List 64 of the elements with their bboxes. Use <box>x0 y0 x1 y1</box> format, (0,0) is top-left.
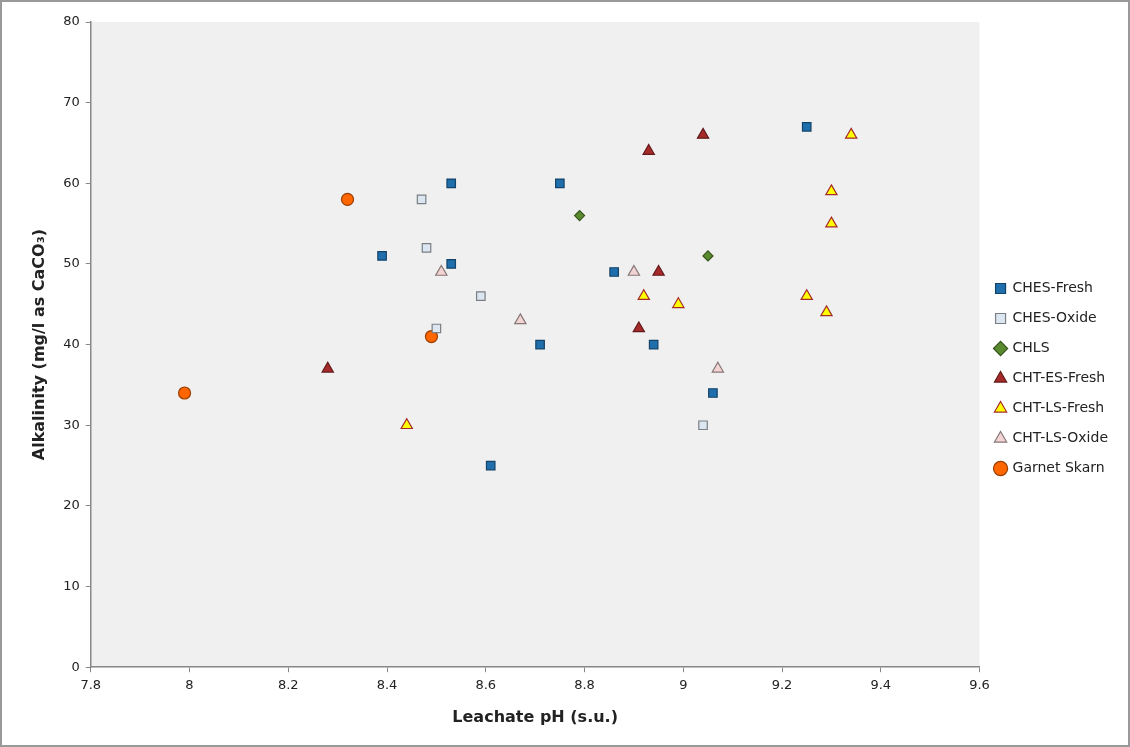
point <box>820 305 833 317</box>
y-tick-label: 0 <box>71 658 80 674</box>
point <box>652 264 665 276</box>
y-tick-label: 40 <box>63 335 80 351</box>
point <box>431 323 442 334</box>
x-tick-label: 8 <box>185 677 194 693</box>
point <box>632 321 646 333</box>
legend-label: Garnet Skarn <box>1012 459 1105 476</box>
point <box>514 313 527 325</box>
x-tick-label: 7.8 <box>80 677 102 693</box>
point <box>446 259 457 269</box>
point <box>672 297 685 309</box>
y-tick-label: 50 <box>63 255 80 271</box>
point <box>177 386 192 400</box>
point <box>535 339 545 350</box>
point <box>421 242 432 253</box>
y-tick-label: 60 <box>63 174 80 190</box>
y-tick-label: 70 <box>63 94 80 110</box>
legend-label: CHT-LS-Oxide <box>1012 429 1109 446</box>
legend-label: CHT-ES-Fresh <box>1012 369 1106 386</box>
x-tick-label: 8.8 <box>574 677 595 693</box>
point <box>435 264 448 276</box>
y-tick-label: 10 <box>63 577 80 593</box>
point <box>377 251 387 261</box>
point <box>321 361 334 373</box>
point <box>825 184 838 196</box>
point <box>340 192 355 207</box>
y-tick-label: 30 <box>63 416 80 432</box>
point <box>627 264 641 276</box>
point <box>648 339 659 350</box>
point <box>844 127 858 139</box>
point <box>609 267 619 277</box>
x-tick-label: 9 <box>679 677 688 693</box>
point <box>642 143 655 155</box>
legend-label: CHES-Oxide <box>1012 309 1097 326</box>
point <box>475 291 486 302</box>
x-tick-label: 8.4 <box>376 677 398 693</box>
point <box>555 178 565 189</box>
x-tick-label: 8.6 <box>475 677 497 693</box>
point <box>637 289 651 301</box>
point <box>485 460 496 471</box>
point <box>400 418 413 430</box>
x-tick-label: 9.4 <box>870 677 892 693</box>
x-tick-label: 9.6 <box>969 677 990 693</box>
y-tick-label: 20 <box>63 497 80 513</box>
point <box>708 388 718 398</box>
point <box>800 289 813 301</box>
y-axis-title: Alkalinity (mg/l as CaCO₃) <box>28 228 48 461</box>
point <box>696 127 710 139</box>
y-tick-label: 80 <box>63 13 80 29</box>
point <box>711 361 725 373</box>
point <box>698 420 708 431</box>
x-tick-label: 8.2 <box>277 677 299 693</box>
point <box>801 122 812 132</box>
point <box>702 250 714 262</box>
x-axis-title: Leachate pH (s.u.) <box>452 706 618 726</box>
point <box>446 178 457 189</box>
legend-label: CHT-LS-Fresh <box>1012 399 1105 416</box>
point <box>573 209 586 222</box>
x-tick-label: 9.2 <box>771 677 793 693</box>
legend-label: CHLS <box>1012 339 1050 356</box>
legend-label: CHES-Fresh <box>1012 279 1093 296</box>
point <box>424 329 439 344</box>
point <box>825 216 838 228</box>
